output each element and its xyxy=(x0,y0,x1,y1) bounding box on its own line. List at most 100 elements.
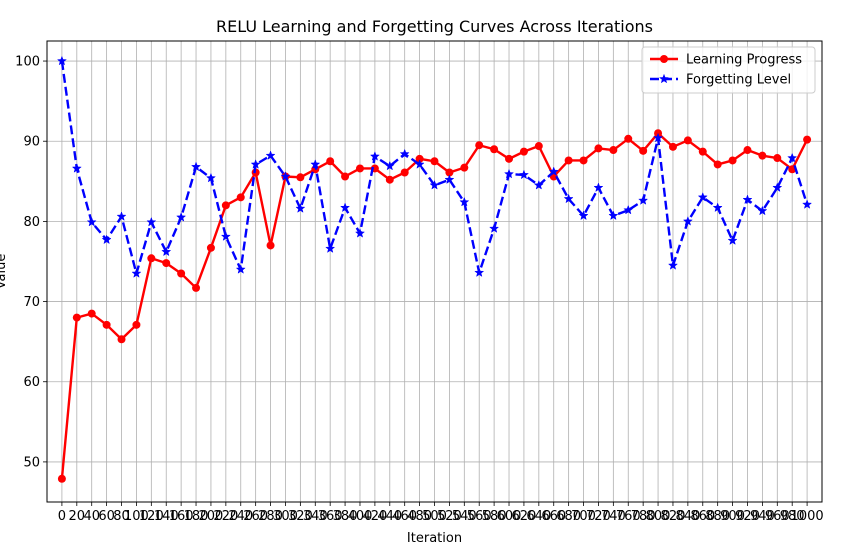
learning-progress-point xyxy=(162,259,171,268)
learning-progress-point xyxy=(579,156,588,165)
forgetting-level-point xyxy=(444,174,455,184)
x-tick-label: 960 xyxy=(765,509,790,524)
learning-progress-point xyxy=(594,144,603,153)
chart-title: RELU Learning and Forgetting Curves Acro… xyxy=(216,17,653,36)
x-tick-label: 20 xyxy=(69,509,86,524)
forgetting-level-point xyxy=(369,151,380,161)
forgetting-level-point xyxy=(101,234,112,245)
x-tick-label: 620 xyxy=(512,509,537,524)
y-axis-label: Value xyxy=(0,254,9,290)
forgetting-level-point xyxy=(608,210,619,221)
learning-progress-point xyxy=(206,243,215,252)
forgetting-level-point xyxy=(399,148,410,159)
learning-progress-point xyxy=(728,156,737,165)
learning-progress-point xyxy=(341,172,350,181)
forgetting-level-point xyxy=(295,203,306,213)
x-tick-label: 720 xyxy=(586,509,611,524)
x-tick-label: 740 xyxy=(601,509,626,524)
x-tick-label: 280 xyxy=(258,509,283,524)
x-tick-label: 160 xyxy=(169,509,194,524)
x-tick-label: 0 xyxy=(58,509,66,524)
learning-progress-point xyxy=(236,193,245,202)
forgetting-level-point xyxy=(802,199,813,209)
legend-swatch-marker xyxy=(660,55,668,63)
forgetting-level-point xyxy=(518,169,529,180)
x-tick-label: 660 xyxy=(541,509,566,524)
x-axis-ticks: 0 204060801001201401601802002202402602803… xyxy=(58,502,824,524)
learning-progress-point xyxy=(72,313,81,322)
forgetting-level-point xyxy=(116,211,127,221)
forgetting-level-point xyxy=(429,179,440,190)
x-tick-label: 380 xyxy=(333,509,358,524)
learning-progress-point xyxy=(117,335,126,344)
x-tick-label: 200 xyxy=(199,509,224,524)
x-tick-label: 880 xyxy=(705,509,730,524)
x-tick-label: 840 xyxy=(675,509,700,524)
x-tick-label: 520 xyxy=(437,509,462,524)
forgetting-level-point xyxy=(697,192,708,202)
y-tick-label: 60 xyxy=(23,375,40,390)
learning-progress-point xyxy=(624,134,633,143)
forgetting-level-point xyxy=(638,195,649,205)
learning-progress-point xyxy=(296,173,305,182)
forgetting-level-point xyxy=(414,159,425,169)
x-tick-label: 980 xyxy=(780,509,805,524)
learning-progress-point xyxy=(266,241,275,250)
x-tick-label: 420 xyxy=(362,509,387,524)
forgetting-level-point xyxy=(131,268,142,278)
forgetting-level-point xyxy=(727,235,738,245)
forgetting-level-point xyxy=(563,193,574,204)
forgetting-level-point xyxy=(146,216,157,227)
forgetting-level-point xyxy=(190,161,202,172)
legend-label: Forgetting Level xyxy=(686,73,791,88)
x-tick-label: 120 xyxy=(139,509,164,524)
forgetting-level-point xyxy=(503,168,515,179)
forgetting-level-point xyxy=(205,172,216,183)
learning-progress-point xyxy=(415,154,424,163)
legend-entry-forgetting-level: Forgetting Level xyxy=(650,73,791,88)
x-tick-label: 920 xyxy=(735,509,760,524)
forgetting-level-point xyxy=(578,210,589,221)
x-tick-label: 580 xyxy=(482,509,507,524)
learning-progress-point xyxy=(803,135,812,144)
learning-progress-point xyxy=(102,320,111,329)
forgetting-level-point xyxy=(310,159,321,169)
forgetting-level-line xyxy=(60,60,809,275)
learning-progress-point xyxy=(177,269,186,278)
forgetting-level-point xyxy=(533,179,544,190)
forgetting-level-point xyxy=(265,150,276,160)
forgetting-level-point xyxy=(489,223,500,233)
forgetting-level-point xyxy=(682,216,693,226)
forgetting-level-point xyxy=(667,260,679,270)
learning-progress-point xyxy=(355,164,364,173)
x-tick-label: 640 xyxy=(526,509,551,524)
forgetting-level-point xyxy=(623,204,634,215)
learning-progress-point xyxy=(534,142,543,151)
learning-progress-point xyxy=(132,320,141,329)
learning-progress-point xyxy=(698,147,707,156)
legend-box xyxy=(641,46,816,94)
x-tick-label: 240 xyxy=(228,509,253,524)
learning-progress-point xyxy=(460,163,469,172)
learning-progress-point xyxy=(743,146,752,155)
x-tick-label: 940 xyxy=(750,509,775,524)
grid-lines xyxy=(47,41,822,502)
y-axis-ticks: 50 60 70 80 90 100 xyxy=(15,55,47,470)
learning-progress-point xyxy=(192,283,201,292)
learning-progress-point xyxy=(490,145,499,154)
x-tick-label: 400 xyxy=(348,509,373,524)
forgetting-level-point xyxy=(653,132,664,143)
x-tick-label: 360 xyxy=(318,509,343,524)
y-tick-label: 90 xyxy=(23,135,40,150)
x-tick-label: 100 xyxy=(124,509,149,524)
learning-progress-point xyxy=(758,151,767,160)
forgetting-level-point xyxy=(742,194,753,205)
y-tick-label: 50 xyxy=(23,455,40,470)
forgetting-level-point xyxy=(772,182,783,193)
learning-progress-point xyxy=(430,157,439,166)
x-axis-label: Iteration xyxy=(407,531,462,546)
forgetting-level-point xyxy=(354,228,366,238)
learning-progress-point xyxy=(519,147,528,156)
forgetting-level-point xyxy=(161,246,172,257)
